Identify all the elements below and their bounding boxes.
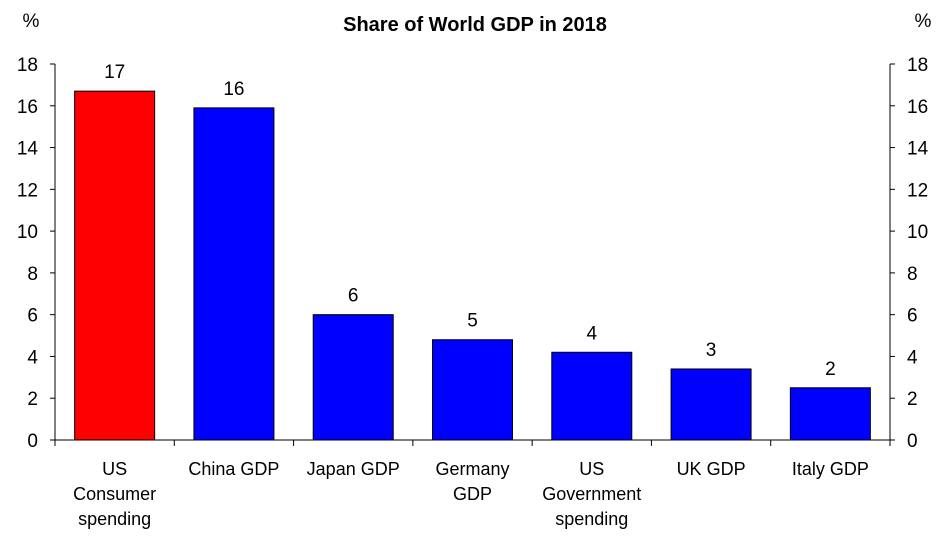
y-tick-label-right: 8 bbox=[907, 264, 918, 285]
y-tick-label-right: 16 bbox=[907, 97, 928, 118]
bar bbox=[312, 314, 394, 441]
category-labels: US Consumer spending China GDP Japan GDP Germ… bbox=[73, 459, 869, 529]
data-label: 2 bbox=[825, 359, 836, 380]
y-tick-label-right: 10 bbox=[907, 222, 928, 243]
y-tick-label-left: 8 bbox=[27, 264, 38, 285]
y-unit-right: % bbox=[915, 11, 932, 32]
data-label: 16 bbox=[223, 79, 244, 100]
category-label: US Consumer spending bbox=[73, 459, 156, 529]
y-tick-label-left: 16 bbox=[17, 97, 38, 118]
bar bbox=[74, 90, 156, 441]
y-tick-label-right: 18 bbox=[907, 55, 928, 76]
category-label: China GDP bbox=[188, 459, 279, 479]
y-tick-label-left: 4 bbox=[27, 347, 38, 368]
y-unit-left: % bbox=[23, 11, 40, 32]
y-tick-label-right: 14 bbox=[907, 139, 929, 160]
data-label: 3 bbox=[706, 340, 717, 361]
y-tick-label-right: 2 bbox=[907, 389, 918, 410]
data-label: 6 bbox=[348, 286, 359, 307]
y-tick-label-left: 14 bbox=[17, 139, 39, 160]
bars bbox=[74, 90, 871, 441]
chart-title: Share of World GDP in 2018 bbox=[343, 14, 607, 36]
data-labels: 17 16 6 5 4 3 2 bbox=[104, 62, 836, 380]
data-label: 4 bbox=[586, 323, 597, 344]
data-label: 5 bbox=[467, 311, 478, 332]
bar bbox=[670, 368, 752, 441]
y-tick-label-left: 6 bbox=[27, 306, 38, 327]
y-tick-label-left: 10 bbox=[17, 222, 38, 243]
y-tick-label-right: 6 bbox=[907, 306, 918, 327]
y-tick-label-right: 12 bbox=[907, 180, 928, 201]
category-label: Italy GDP bbox=[792, 459, 869, 479]
category-label: Japan GDP bbox=[307, 459, 400, 479]
bar bbox=[551, 351, 633, 441]
bar bbox=[432, 339, 513, 441]
y-tick-label-left: 0 bbox=[27, 431, 38, 452]
y-tick-label-left: 12 bbox=[17, 180, 38, 201]
y-tick-label-right: 4 bbox=[907, 347, 918, 368]
data-label: 17 bbox=[104, 62, 125, 83]
y-tick-label-left: 2 bbox=[27, 389, 38, 410]
bar bbox=[193, 107, 275, 441]
bar bbox=[789, 387, 871, 441]
y-tick-label-left: 18 bbox=[17, 55, 38, 76]
category-label: UK GDP bbox=[677, 459, 746, 479]
y-tick-label-right: 0 bbox=[907, 431, 918, 452]
category-label: US Government spending bbox=[542, 459, 641, 529]
category-label: Germany GDP bbox=[435, 459, 509, 504]
